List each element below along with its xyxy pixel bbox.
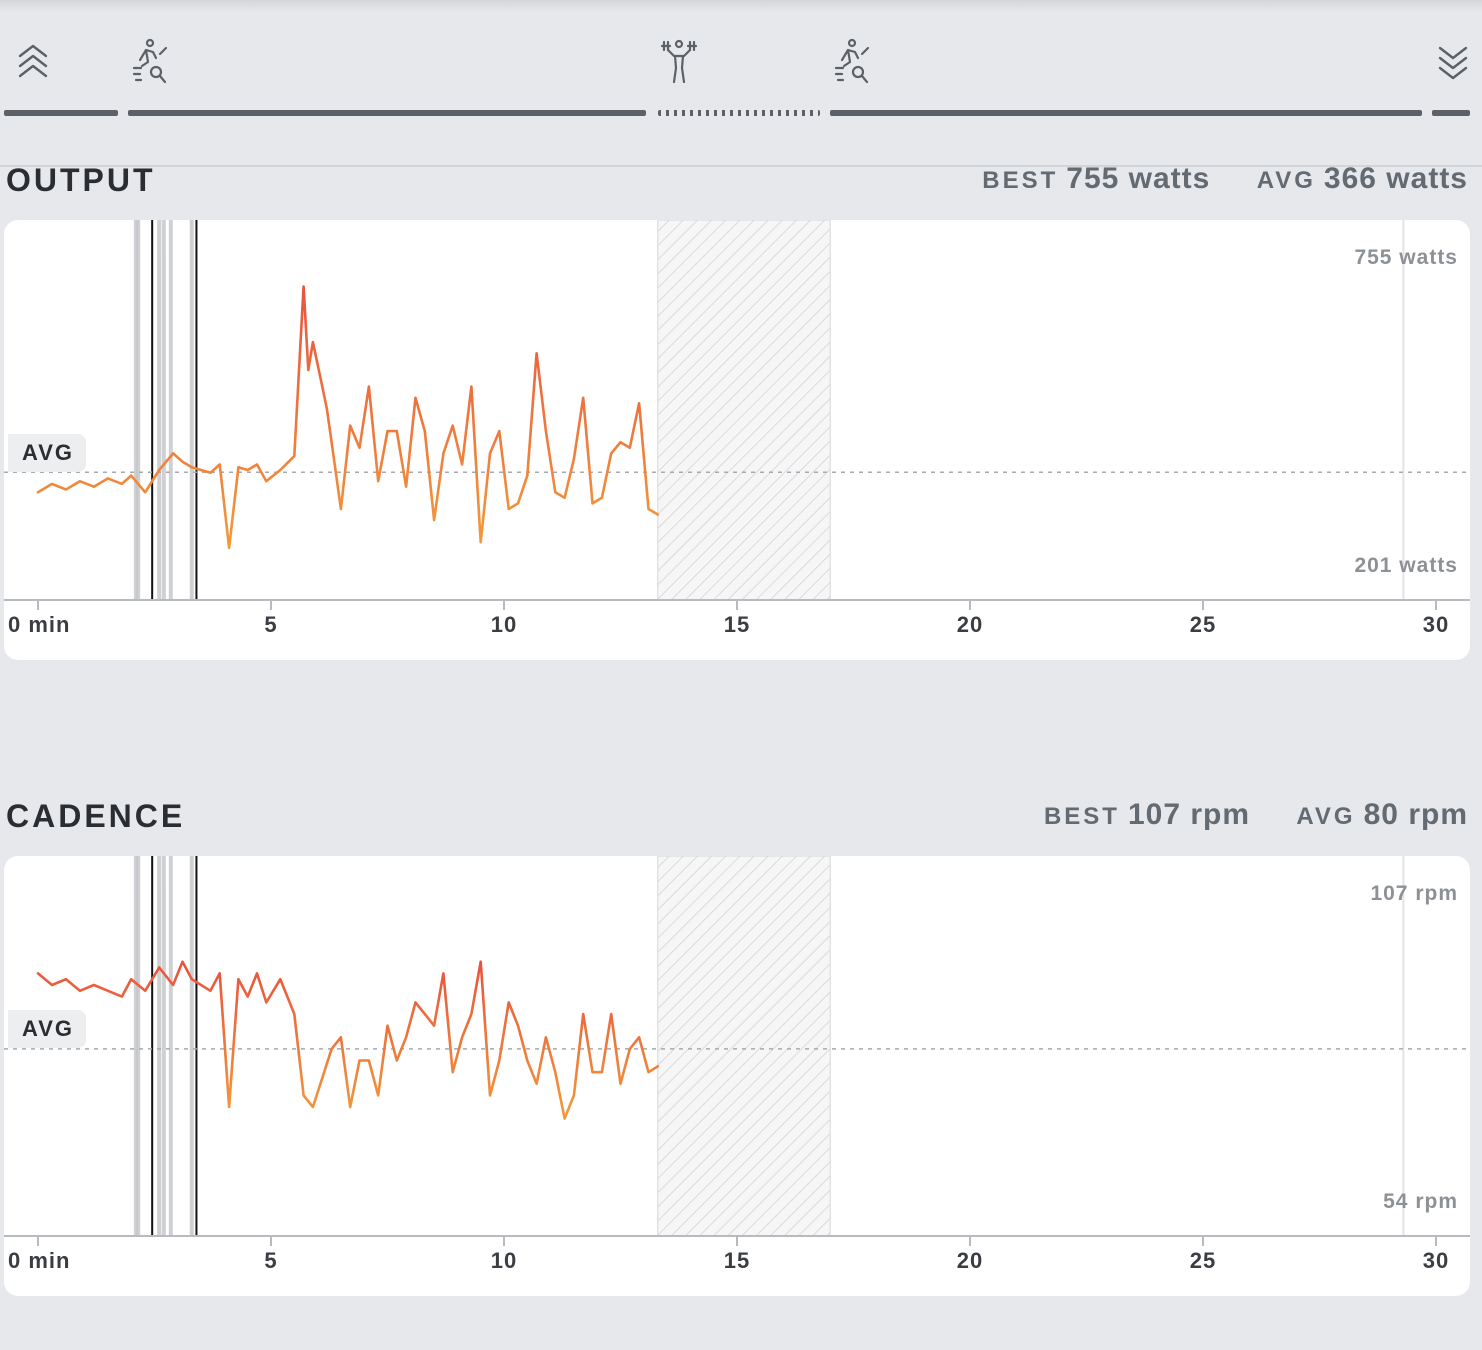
output-chart: 0 min 5 10 15 20 25 30 755 watts 201 watts — [4, 220, 1470, 637]
output-max-label: 755 watts — [1354, 246, 1458, 269]
output-avg-value: 366 watts — [1323, 162, 1468, 195]
cadence-tick-label: 15 — [724, 1248, 750, 1273]
cycling-icon — [128, 38, 174, 84]
output-stats: BEST 755 watts AVG 366 watts — [944, 162, 1468, 196]
output-tick-label: 15 — [724, 612, 750, 637]
cadence-stats: BEST 107 rpm AVG 80 rpm — [1006, 798, 1468, 832]
segment-bar-cycling — [830, 110, 1422, 116]
segment-bar-cycling — [128, 110, 646, 116]
segment-bar-warmup — [4, 110, 118, 116]
output-series-line — [36, 285, 660, 550]
cadence-avg-label: AVG — [1296, 803, 1356, 830]
cadence-break-region — [657, 856, 831, 1237]
cadence-tick-label: 5 — [264, 1248, 277, 1273]
cadence-chart-card: 0 min 5 10 15 20 25 30 107 rpm 54 rpm AVG — [4, 856, 1470, 1296]
segment-bar-cooldown — [1432, 110, 1470, 116]
workout-segments-bar — [0, 12, 1482, 166]
chevrons-up-icon[interactable] — [10, 40, 56, 86]
output-title: OUTPUT — [6, 162, 156, 198]
cadence-title: CADENCE — [6, 798, 186, 834]
cadence-tick-label: 0 min — [8, 1248, 70, 1273]
output-tick-label: 30 — [1423, 612, 1449, 637]
output-tick-label: 10 — [491, 612, 517, 637]
cadence-best-label: BEST — [1043, 803, 1120, 830]
output-chart-card: 0 min 5 10 15 20 25 30 755 watts 201 watts AVG — [4, 220, 1470, 660]
output-break-region — [657, 220, 831, 601]
output-tick-label: 25 — [1190, 612, 1216, 637]
output-min-label: 201 watts — [1354, 554, 1458, 577]
chevrons-down-icon[interactable] — [1430, 40, 1476, 86]
top-shadow-bar — [0, 0, 1482, 12]
cadence-avg-tag: AVG — [8, 1010, 86, 1048]
cadence-tick-label: 10 — [491, 1248, 517, 1273]
cadence-min-label: 54 rpm — [1383, 1190, 1458, 1213]
segment-bar-strength — [658, 110, 820, 116]
cadence-max-label: 107 rpm — [1370, 882, 1458, 905]
section-divider — [0, 165, 1482, 167]
cadence-best-value: 107 rpm — [1127, 798, 1251, 831]
cadence-tick-label: 30 — [1423, 1248, 1449, 1273]
output-best-label: BEST — [982, 167, 1059, 194]
cadence-avg-value: 80 rpm — [1363, 798, 1468, 831]
cadence-tick-label: 20 — [957, 1248, 983, 1273]
cadence-chart: 0 min 5 10 15 20 25 30 107 rpm 54 rpm — [4, 856, 1470, 1273]
output-tick-label: 5 — [264, 612, 277, 637]
output-tick-label: 20 — [957, 612, 983, 637]
cadence-tick-label: 25 — [1190, 1248, 1216, 1273]
strength-icon — [656, 38, 702, 84]
output-avg-label: AVG — [1256, 167, 1316, 194]
cycling-icon — [830, 38, 876, 84]
output-tick-label: 0 min — [8, 612, 70, 637]
output-best-value: 755 watts — [1066, 162, 1211, 195]
cadence-series-line — [36, 960, 660, 1120]
output-avg-tag: AVG — [8, 434, 86, 472]
